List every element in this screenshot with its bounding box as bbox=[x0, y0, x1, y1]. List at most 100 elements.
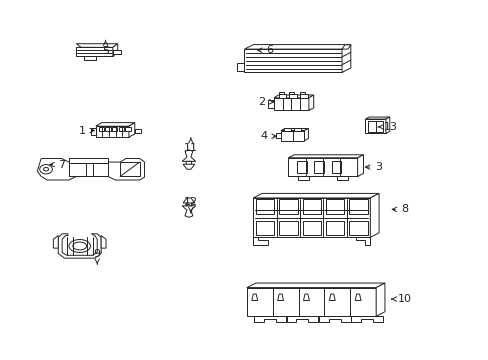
Bar bbox=[331, 161, 341, 173]
Polygon shape bbox=[288, 155, 363, 158]
Text: 11: 11 bbox=[183, 138, 198, 153]
Bar bbox=[119, 127, 124, 131]
Polygon shape bbox=[308, 95, 313, 110]
Bar bbox=[293, 128, 301, 131]
Polygon shape bbox=[267, 100, 273, 108]
Bar bbox=[278, 94, 286, 98]
Text: 10: 10 bbox=[391, 294, 410, 304]
Polygon shape bbox=[357, 155, 363, 176]
Bar bbox=[289, 94, 297, 98]
Bar bbox=[300, 92, 305, 94]
Polygon shape bbox=[253, 198, 369, 237]
Bar bbox=[105, 127, 111, 131]
Bar bbox=[278, 92, 283, 94]
Polygon shape bbox=[76, 47, 113, 56]
Polygon shape bbox=[96, 126, 129, 137]
Polygon shape bbox=[83, 56, 96, 60]
Polygon shape bbox=[288, 158, 357, 176]
Polygon shape bbox=[286, 316, 318, 322]
Polygon shape bbox=[253, 237, 267, 245]
Text: 7: 7 bbox=[50, 159, 65, 170]
Polygon shape bbox=[329, 294, 334, 301]
Polygon shape bbox=[350, 316, 382, 322]
Text: 4: 4 bbox=[261, 131, 276, 141]
Bar bbox=[125, 127, 130, 131]
Polygon shape bbox=[273, 95, 313, 98]
Polygon shape bbox=[183, 164, 194, 169]
Bar bbox=[367, 121, 383, 132]
Bar bbox=[255, 221, 274, 235]
Polygon shape bbox=[276, 133, 281, 138]
Polygon shape bbox=[365, 119, 385, 134]
Bar bbox=[348, 199, 367, 214]
Bar bbox=[296, 161, 306, 173]
Text: 6: 6 bbox=[257, 45, 272, 55]
Bar bbox=[255, 199, 274, 214]
Polygon shape bbox=[182, 150, 195, 161]
Polygon shape bbox=[129, 123, 135, 137]
Text: 9: 9 bbox=[94, 248, 101, 264]
Polygon shape bbox=[341, 45, 350, 49]
Bar bbox=[302, 199, 321, 214]
Polygon shape bbox=[298, 176, 308, 180]
Polygon shape bbox=[37, 158, 144, 180]
Polygon shape bbox=[182, 206, 195, 217]
Polygon shape bbox=[385, 117, 389, 134]
Polygon shape bbox=[183, 198, 194, 203]
Polygon shape bbox=[355, 237, 369, 245]
Text: 5: 5 bbox=[102, 40, 109, 56]
Bar bbox=[300, 94, 307, 98]
Polygon shape bbox=[273, 98, 308, 110]
Bar bbox=[302, 221, 321, 235]
Bar bbox=[289, 92, 294, 94]
Polygon shape bbox=[113, 44, 118, 56]
Polygon shape bbox=[246, 288, 375, 316]
Polygon shape bbox=[341, 45, 350, 72]
Polygon shape bbox=[336, 176, 347, 180]
Polygon shape bbox=[113, 50, 121, 54]
Polygon shape bbox=[246, 283, 384, 288]
Polygon shape bbox=[185, 201, 191, 206]
Polygon shape bbox=[253, 193, 378, 198]
Polygon shape bbox=[58, 234, 101, 258]
Polygon shape bbox=[237, 63, 244, 71]
Bar bbox=[69, 163, 108, 176]
Bar bbox=[314, 161, 324, 173]
Polygon shape bbox=[281, 129, 308, 131]
Bar bbox=[112, 127, 117, 131]
Polygon shape bbox=[96, 123, 135, 126]
Text: 13: 13 bbox=[377, 122, 397, 132]
Text: 8: 8 bbox=[391, 204, 407, 215]
Bar bbox=[279, 221, 297, 235]
Bar bbox=[348, 221, 367, 235]
Polygon shape bbox=[251, 294, 257, 301]
Text: 1: 1 bbox=[79, 126, 94, 135]
Bar bbox=[325, 221, 344, 235]
Polygon shape bbox=[244, 45, 350, 49]
Polygon shape bbox=[76, 44, 118, 47]
Polygon shape bbox=[101, 235, 106, 248]
Polygon shape bbox=[318, 316, 350, 322]
Bar bbox=[325, 199, 344, 214]
Polygon shape bbox=[185, 161, 191, 167]
Polygon shape bbox=[53, 235, 58, 248]
Polygon shape bbox=[354, 294, 360, 301]
Text: 12: 12 bbox=[183, 197, 198, 213]
Polygon shape bbox=[365, 117, 389, 119]
Polygon shape bbox=[91, 129, 96, 135]
Polygon shape bbox=[375, 283, 384, 316]
Bar bbox=[279, 199, 297, 214]
Polygon shape bbox=[303, 294, 309, 301]
Polygon shape bbox=[120, 162, 140, 176]
Bar bbox=[283, 128, 290, 131]
Text: 2: 2 bbox=[258, 97, 273, 107]
Polygon shape bbox=[254, 316, 285, 322]
Polygon shape bbox=[69, 158, 108, 163]
Bar bbox=[99, 127, 104, 131]
Polygon shape bbox=[135, 129, 141, 133]
Text: 3: 3 bbox=[365, 162, 381, 172]
Polygon shape bbox=[281, 131, 304, 140]
Polygon shape bbox=[369, 193, 378, 237]
Polygon shape bbox=[244, 49, 341, 72]
Polygon shape bbox=[277, 294, 283, 301]
